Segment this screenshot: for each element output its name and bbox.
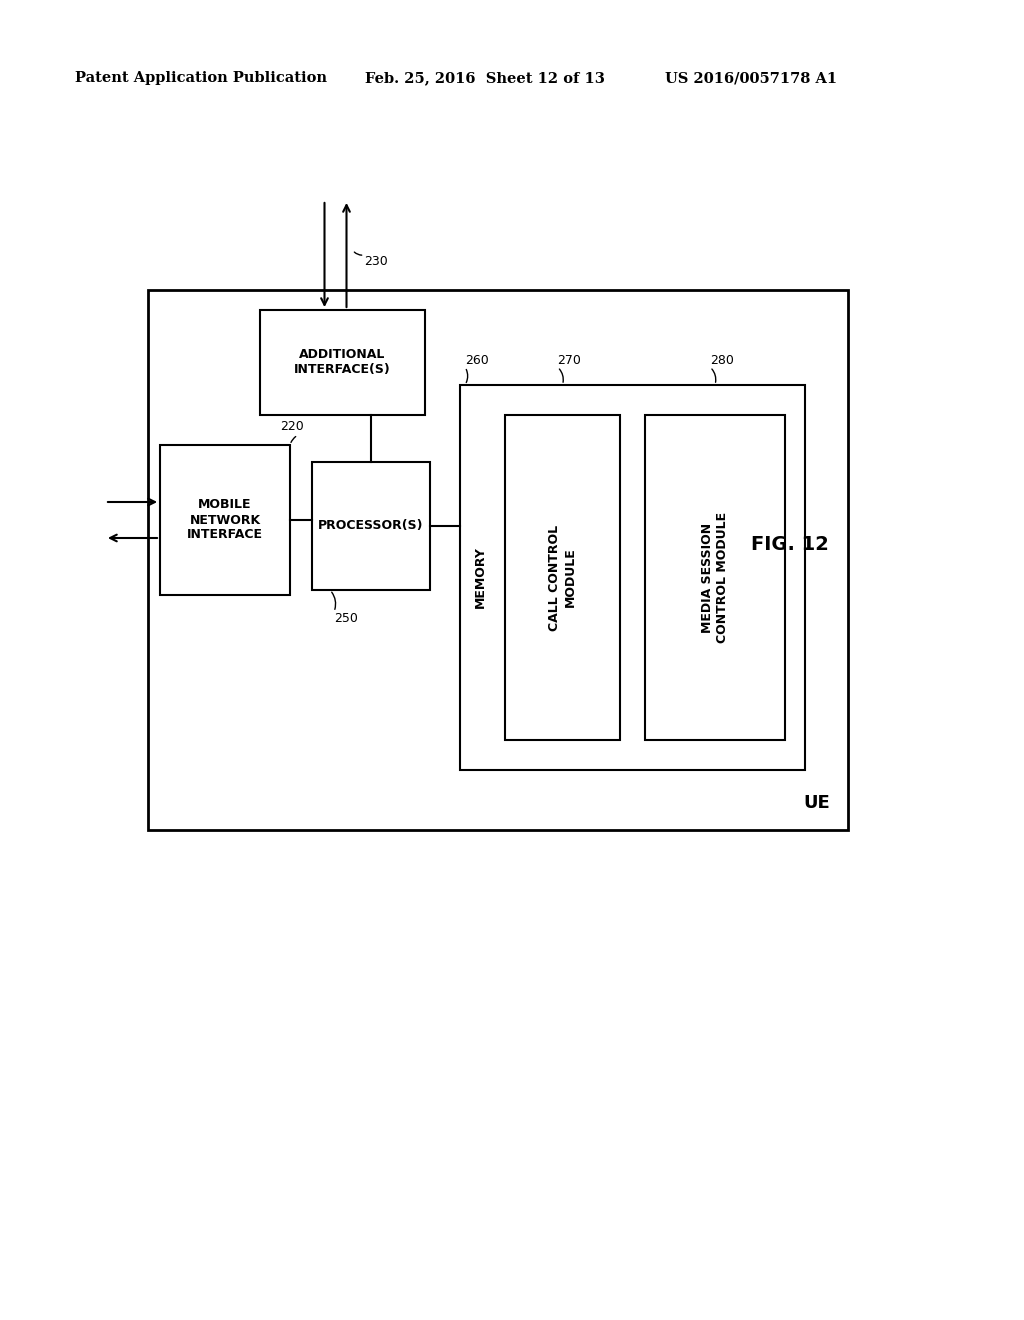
Text: CALL CONTROL
MODULE: CALL CONTROL MODULE xyxy=(549,524,577,631)
Text: 250: 250 xyxy=(334,612,357,624)
Bar xyxy=(312,462,430,590)
Text: PROCESSOR(S): PROCESSOR(S) xyxy=(318,520,424,532)
Bar xyxy=(160,445,290,595)
Text: Patent Application Publication: Patent Application Publication xyxy=(75,71,327,84)
Text: UE: UE xyxy=(803,795,830,812)
Bar xyxy=(460,385,805,770)
Text: 260: 260 xyxy=(465,354,488,367)
Text: MEDIA SESSION
CONTROL MODULE: MEDIA SESSION CONTROL MODULE xyxy=(701,512,729,643)
Text: 270: 270 xyxy=(557,354,582,367)
Text: Feb. 25, 2016  Sheet 12 of 13: Feb. 25, 2016 Sheet 12 of 13 xyxy=(365,71,605,84)
Bar xyxy=(505,414,620,741)
Text: ADDITIONAL
INTERFACE(S): ADDITIONAL INTERFACE(S) xyxy=(294,348,391,376)
Text: MOBILE
NETWORK
INTERFACE: MOBILE NETWORK INTERFACE xyxy=(187,499,263,541)
Text: 230: 230 xyxy=(365,255,388,268)
Text: FIG. 12: FIG. 12 xyxy=(751,536,829,554)
Text: 220: 220 xyxy=(280,420,304,433)
Text: MEMORY: MEMORY xyxy=(473,546,486,609)
Text: 280: 280 xyxy=(710,354,734,367)
Text: US 2016/0057178 A1: US 2016/0057178 A1 xyxy=(665,71,838,84)
Bar xyxy=(645,414,785,741)
Bar xyxy=(260,310,425,414)
Bar xyxy=(148,290,848,830)
